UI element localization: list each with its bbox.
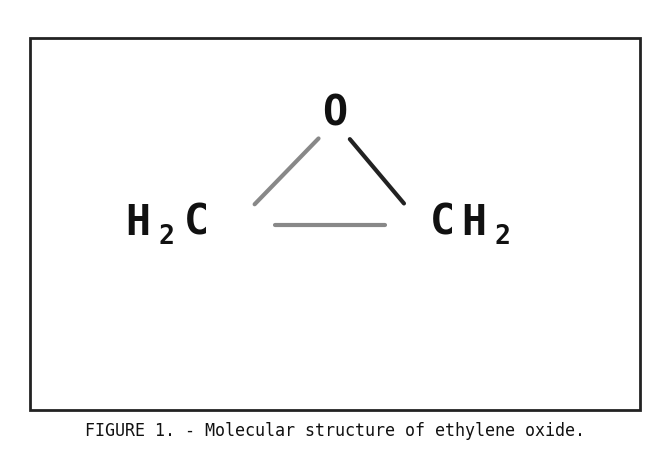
Bar [30,38,640,410]
Text: 2: 2 [494,224,511,250]
Text: H: H [125,202,150,244]
Text: FIGURE 1. - Molecular structure of ethylene oxide.: FIGURE 1. - Molecular structure of ethyl… [85,422,585,440]
Text: C: C [429,202,455,244]
Text: H: H [461,202,486,244]
Text: C: C [184,202,209,244]
Text: 2: 2 [158,224,174,250]
Text: O: O [322,92,348,135]
